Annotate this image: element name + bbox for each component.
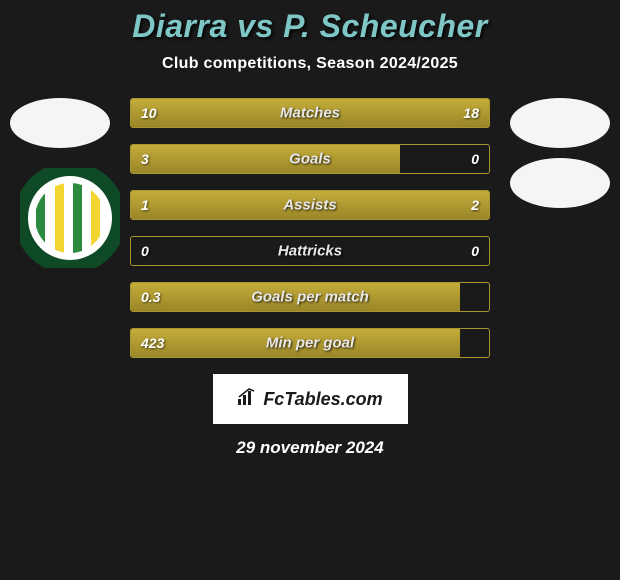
stat-value-left: 10 [141,105,157,121]
stat-value-right: 0 [471,151,479,167]
stat-value-right: 0 [471,243,479,259]
stat-row: 1 2 Assists [130,190,490,220]
stat-label: Matches [280,105,340,122]
chart-icon [237,388,257,411]
stat-value-right: 18 [463,105,479,121]
page-title: Diarra vs P. Scheucher [0,8,620,45]
stat-label: Goals per match [251,289,369,306]
header: Diarra vs P. Scheucher Club competitions… [0,0,620,73]
main-area: AUSTRIA LUSTENAU 10 18 Matches 3 0 Goals 1 2 Ass… [0,98,620,358]
stat-label: Goals [289,151,331,168]
stat-value-left: 3 [141,151,149,167]
stat-bar-left [131,145,400,173]
stat-row: 0.3 Goals per match [130,282,490,312]
club-badge-right [510,158,610,208]
player-photo-right [510,98,610,148]
stat-label: Min per goal [266,335,354,352]
stats-container: 10 18 Matches 3 0 Goals 1 2 Assists 0 0 Hattricks 0.… [130,98,490,358]
footer-logo-text: FcTables.com [263,389,382,410]
stat-value-left: 1 [141,197,149,213]
stat-row: 423 Min per goal [130,328,490,358]
austria-lustenau-badge-icon: AUSTRIA LUSTENAU [20,168,120,268]
stat-value-left: 0.3 [141,289,160,305]
club-badge-left: AUSTRIA LUSTENAU [20,168,120,268]
stat-value-right: 2 [471,197,479,213]
footer-logo: FcTables.com [213,374,408,424]
footer-date: 29 november 2024 [0,438,620,458]
stat-value-left: 0 [141,243,149,259]
stat-row: 10 18 Matches [130,98,490,128]
stat-label: Hattricks [278,243,342,260]
stat-value-left: 423 [141,335,164,351]
stat-row: 3 0 Goals [130,144,490,174]
page-subtitle: Club competitions, Season 2024/2025 [0,55,620,73]
player-photo-left [10,98,110,148]
stat-row: 0 0 Hattricks [130,236,490,266]
stat-label: Assists [283,197,336,214]
